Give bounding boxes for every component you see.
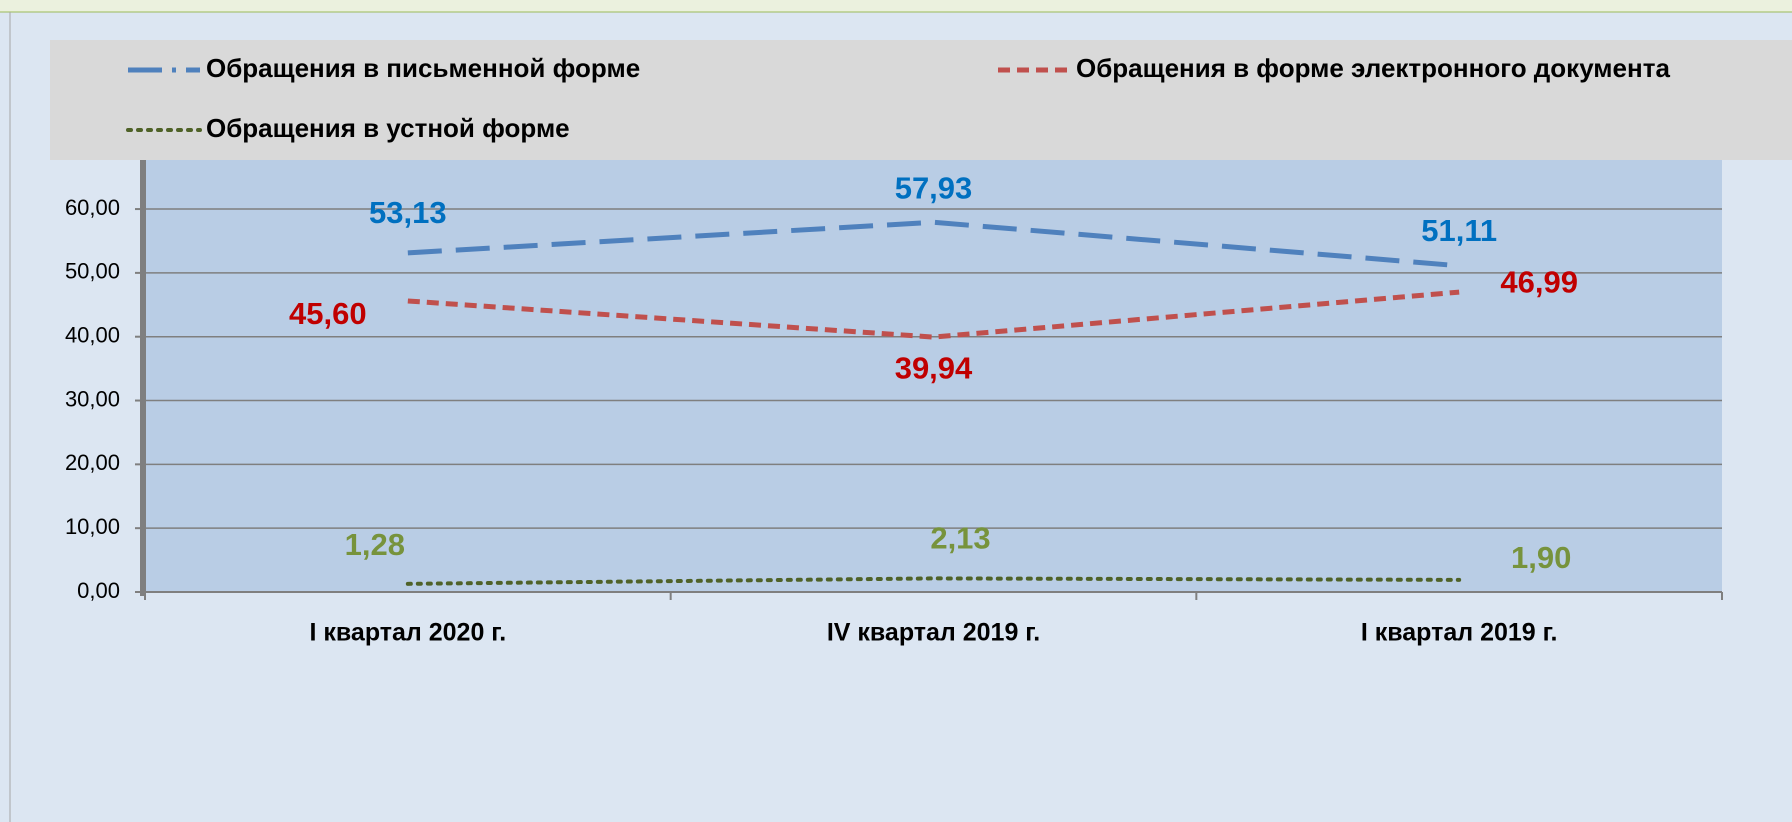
x-tick-label: I квартал 2020 г. bbox=[309, 619, 506, 647]
y-tick-label: 30,00 bbox=[65, 386, 120, 411]
data-label: 51,11 bbox=[1421, 213, 1497, 248]
y-tick-label: 60,00 bbox=[65, 195, 120, 220]
legend-label: Обращения в устной форме bbox=[206, 113, 570, 143]
x-tick-label: I квартал 2019 г. bbox=[1361, 619, 1558, 647]
y-tick-label: 50,00 bbox=[65, 259, 120, 284]
plot-area bbox=[145, 160, 1722, 592]
data-label: 39,94 bbox=[895, 350, 973, 385]
series-line bbox=[407, 219, 1460, 269]
y-tick-label: 10,00 bbox=[65, 514, 120, 539]
y-tick-label: 20,00 bbox=[65, 450, 120, 475]
top-strip bbox=[0, 0, 1792, 12]
data-label: 53,13 bbox=[369, 195, 447, 230]
data-label: 1,28 bbox=[345, 527, 405, 562]
x-tick-label: IV квартал 2019 г. bbox=[827, 619, 1040, 647]
data-label: 45,60 bbox=[289, 296, 367, 331]
y-tick-label: 0,00 bbox=[77, 578, 120, 603]
legend-box bbox=[50, 40, 1792, 160]
data-label: 2,13 bbox=[930, 521, 990, 556]
series-line bbox=[407, 289, 1460, 340]
legend-label: Обращения в письменной форме bbox=[206, 53, 640, 83]
data-label: 57,93 bbox=[895, 170, 973, 205]
data-label: 46,99 bbox=[1500, 264, 1578, 299]
data-label: 1,90 bbox=[1511, 540, 1571, 575]
y-tick-label: 40,00 bbox=[65, 323, 120, 348]
legend-label: Обращения в форме электронного документа bbox=[1076, 53, 1670, 83]
